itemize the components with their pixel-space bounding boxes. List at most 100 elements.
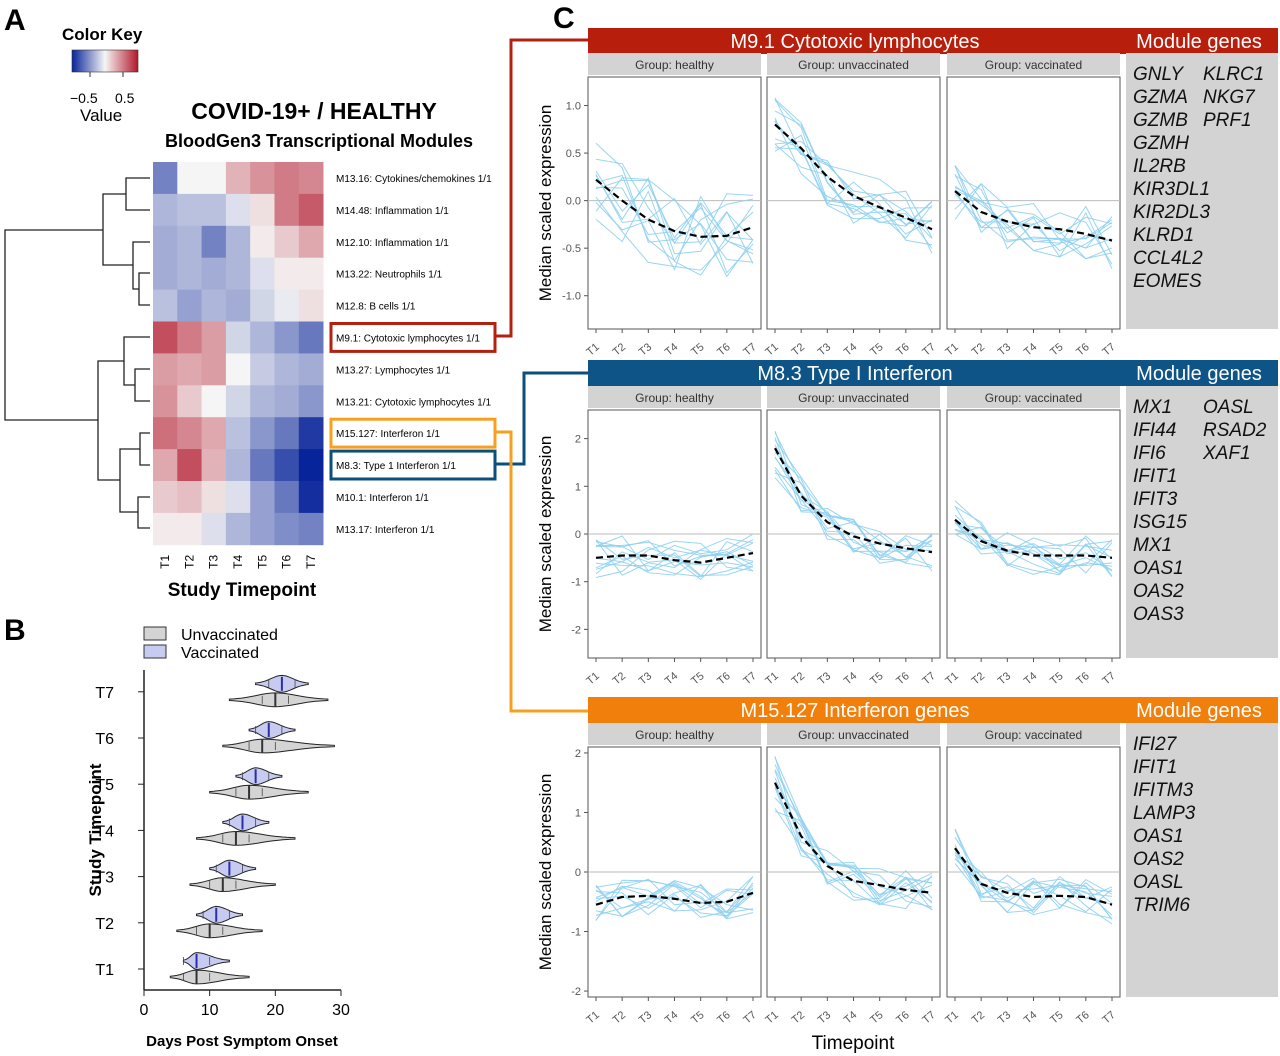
dendrogram-branch xyxy=(123,336,150,386)
x-tick-label: T3 xyxy=(637,1009,655,1026)
x-tick-label: T6 xyxy=(1074,670,1092,687)
violin-vaccinated xyxy=(235,767,283,786)
gene-line xyxy=(954,521,1113,566)
x-tick-label: T1 xyxy=(943,341,961,358)
median-trend-line xyxy=(595,552,754,564)
module-gene: GNLY xyxy=(1133,64,1184,85)
heatmap-col-label: T2 xyxy=(182,554,196,568)
heatmap-cell xyxy=(201,417,227,450)
heatmap-col-label: T6 xyxy=(280,554,294,568)
heatmap-cell xyxy=(250,162,275,195)
violin-unvaccinated xyxy=(196,830,296,846)
heatmap-row-label: M13.22: Neutrophils 1/1 xyxy=(336,270,443,281)
x-tick-label: T5 xyxy=(689,1009,707,1026)
heatmap-cell xyxy=(153,162,178,195)
module-gene: OAS1 xyxy=(1133,826,1184,847)
median-trend-line xyxy=(774,782,933,894)
violin-unvaccinated xyxy=(176,923,263,939)
violin-y-tick-label: T6 xyxy=(95,731,114,748)
heatmap-cell xyxy=(153,512,178,546)
violin-y-tick-label: T4 xyxy=(95,823,114,840)
color-key-title: Color Key xyxy=(62,25,143,44)
x-tick-label: T1 xyxy=(584,341,602,358)
heatmap-row-label: M13.21: Cytotoxic lymphocytes 1/1 xyxy=(336,397,492,408)
violin-x-tick-label: 0 xyxy=(140,1002,149,1019)
legend-label-vaccinated: Vaccinated xyxy=(181,645,259,662)
x-tick-label: T4 xyxy=(1022,1009,1040,1026)
heatmap-cell xyxy=(274,512,300,546)
violin-ylabel: Study Timepoint xyxy=(86,763,105,896)
x-tick-label: T1 xyxy=(943,1009,961,1026)
heatmap-cell xyxy=(298,353,324,386)
x-tick-label: T3 xyxy=(637,341,655,358)
heatmap-cell xyxy=(201,193,227,227)
heatmap-row-label: M9.1: Cytotoxic lymphocytes 1/1 xyxy=(336,333,480,344)
module-header-title: M9.1 Cytotoxic lymphocytes xyxy=(731,31,980,53)
x-tick-label: T7 xyxy=(741,670,759,687)
dendrogram-branch xyxy=(125,177,150,211)
heatmap-cell xyxy=(225,353,251,386)
heatmap-cell xyxy=(225,193,251,227)
heatmap-cell xyxy=(177,257,202,290)
heatmap-col-label: T3 xyxy=(207,554,221,568)
heatmap-cell xyxy=(298,225,324,259)
x-tick-label: T5 xyxy=(868,1009,886,1026)
gene-line xyxy=(954,175,1113,249)
panel-c-ylabel: Median scaled expression xyxy=(536,105,555,302)
gene-line xyxy=(595,142,754,263)
module-gene: TRIM6 xyxy=(1133,895,1190,916)
module-panel: M9.1 Cytotoxic lymphocytes Module genes Me… xyxy=(536,28,1278,359)
panel-letter-b: B xyxy=(4,614,26,647)
module-header-bar xyxy=(588,28,1278,54)
heatmap-cell xyxy=(298,385,324,418)
x-tick-label: T5 xyxy=(868,341,886,358)
x-tick-label: T7 xyxy=(1100,670,1118,687)
heatmap-cell xyxy=(153,289,178,322)
gene-line xyxy=(954,854,1113,919)
y-tick-label: -1 xyxy=(571,577,581,589)
heatmap-cell xyxy=(298,449,324,482)
x-tick-label: T5 xyxy=(868,670,886,687)
heatmap-row-label: M8.3: Type 1 Interferon 1/1 xyxy=(336,461,456,472)
violin-unvaccinated xyxy=(189,877,276,893)
heatmap-cell xyxy=(225,481,251,514)
y-tick-label: -2 xyxy=(571,986,581,998)
module-gene: IFI44 xyxy=(1133,420,1176,441)
x-tick-label: T2 xyxy=(611,341,629,358)
gene-line xyxy=(595,538,754,576)
module-gene: KIR3DL1 xyxy=(1133,179,1210,200)
y-tick-label: 2 xyxy=(575,434,581,446)
x-tick-label: T1 xyxy=(763,670,781,687)
heatmap-cell xyxy=(177,289,202,322)
module-gene: IFIT3 xyxy=(1133,489,1178,510)
x-tick-label: T2 xyxy=(790,341,808,358)
x-tick-label: T5 xyxy=(1048,670,1066,687)
panel-c-ylabel: Median scaled expression xyxy=(536,436,555,633)
heatmap-cell xyxy=(201,385,227,418)
heatmap-subtitle: BloodGen3 Transcriptional Modules xyxy=(165,131,473,151)
module-genes-header: Module genes xyxy=(1136,363,1262,385)
heatmap-cell xyxy=(153,353,178,386)
facet-strip xyxy=(588,53,761,75)
x-tick-label: T1 xyxy=(584,1009,602,1026)
color-key-tick-label: 0.5 xyxy=(115,90,135,106)
y-tick-label: 0.0 xyxy=(566,196,581,208)
dendrogram-branch xyxy=(132,241,150,290)
x-tick-label: T7 xyxy=(1100,1009,1118,1026)
module-header-bar xyxy=(588,360,1278,386)
facet-strip xyxy=(947,723,1120,745)
x-tick-label: T4 xyxy=(1022,670,1040,687)
gene-line xyxy=(595,561,754,578)
module-gene: IFI6 xyxy=(1133,443,1166,464)
median-trend-line xyxy=(954,190,1113,242)
violin-unvaccinated xyxy=(228,692,329,708)
heatmap-cell xyxy=(298,417,324,450)
heatmap-cell xyxy=(250,481,275,514)
facet-strip xyxy=(947,53,1120,75)
dendrogram-branch xyxy=(102,193,133,266)
gene-line xyxy=(954,519,1113,577)
heatmap-cell xyxy=(298,193,324,227)
panel-letter-a: A xyxy=(4,4,26,37)
x-tick-label: T7 xyxy=(920,670,938,687)
module-gene: GZMB xyxy=(1133,110,1188,131)
